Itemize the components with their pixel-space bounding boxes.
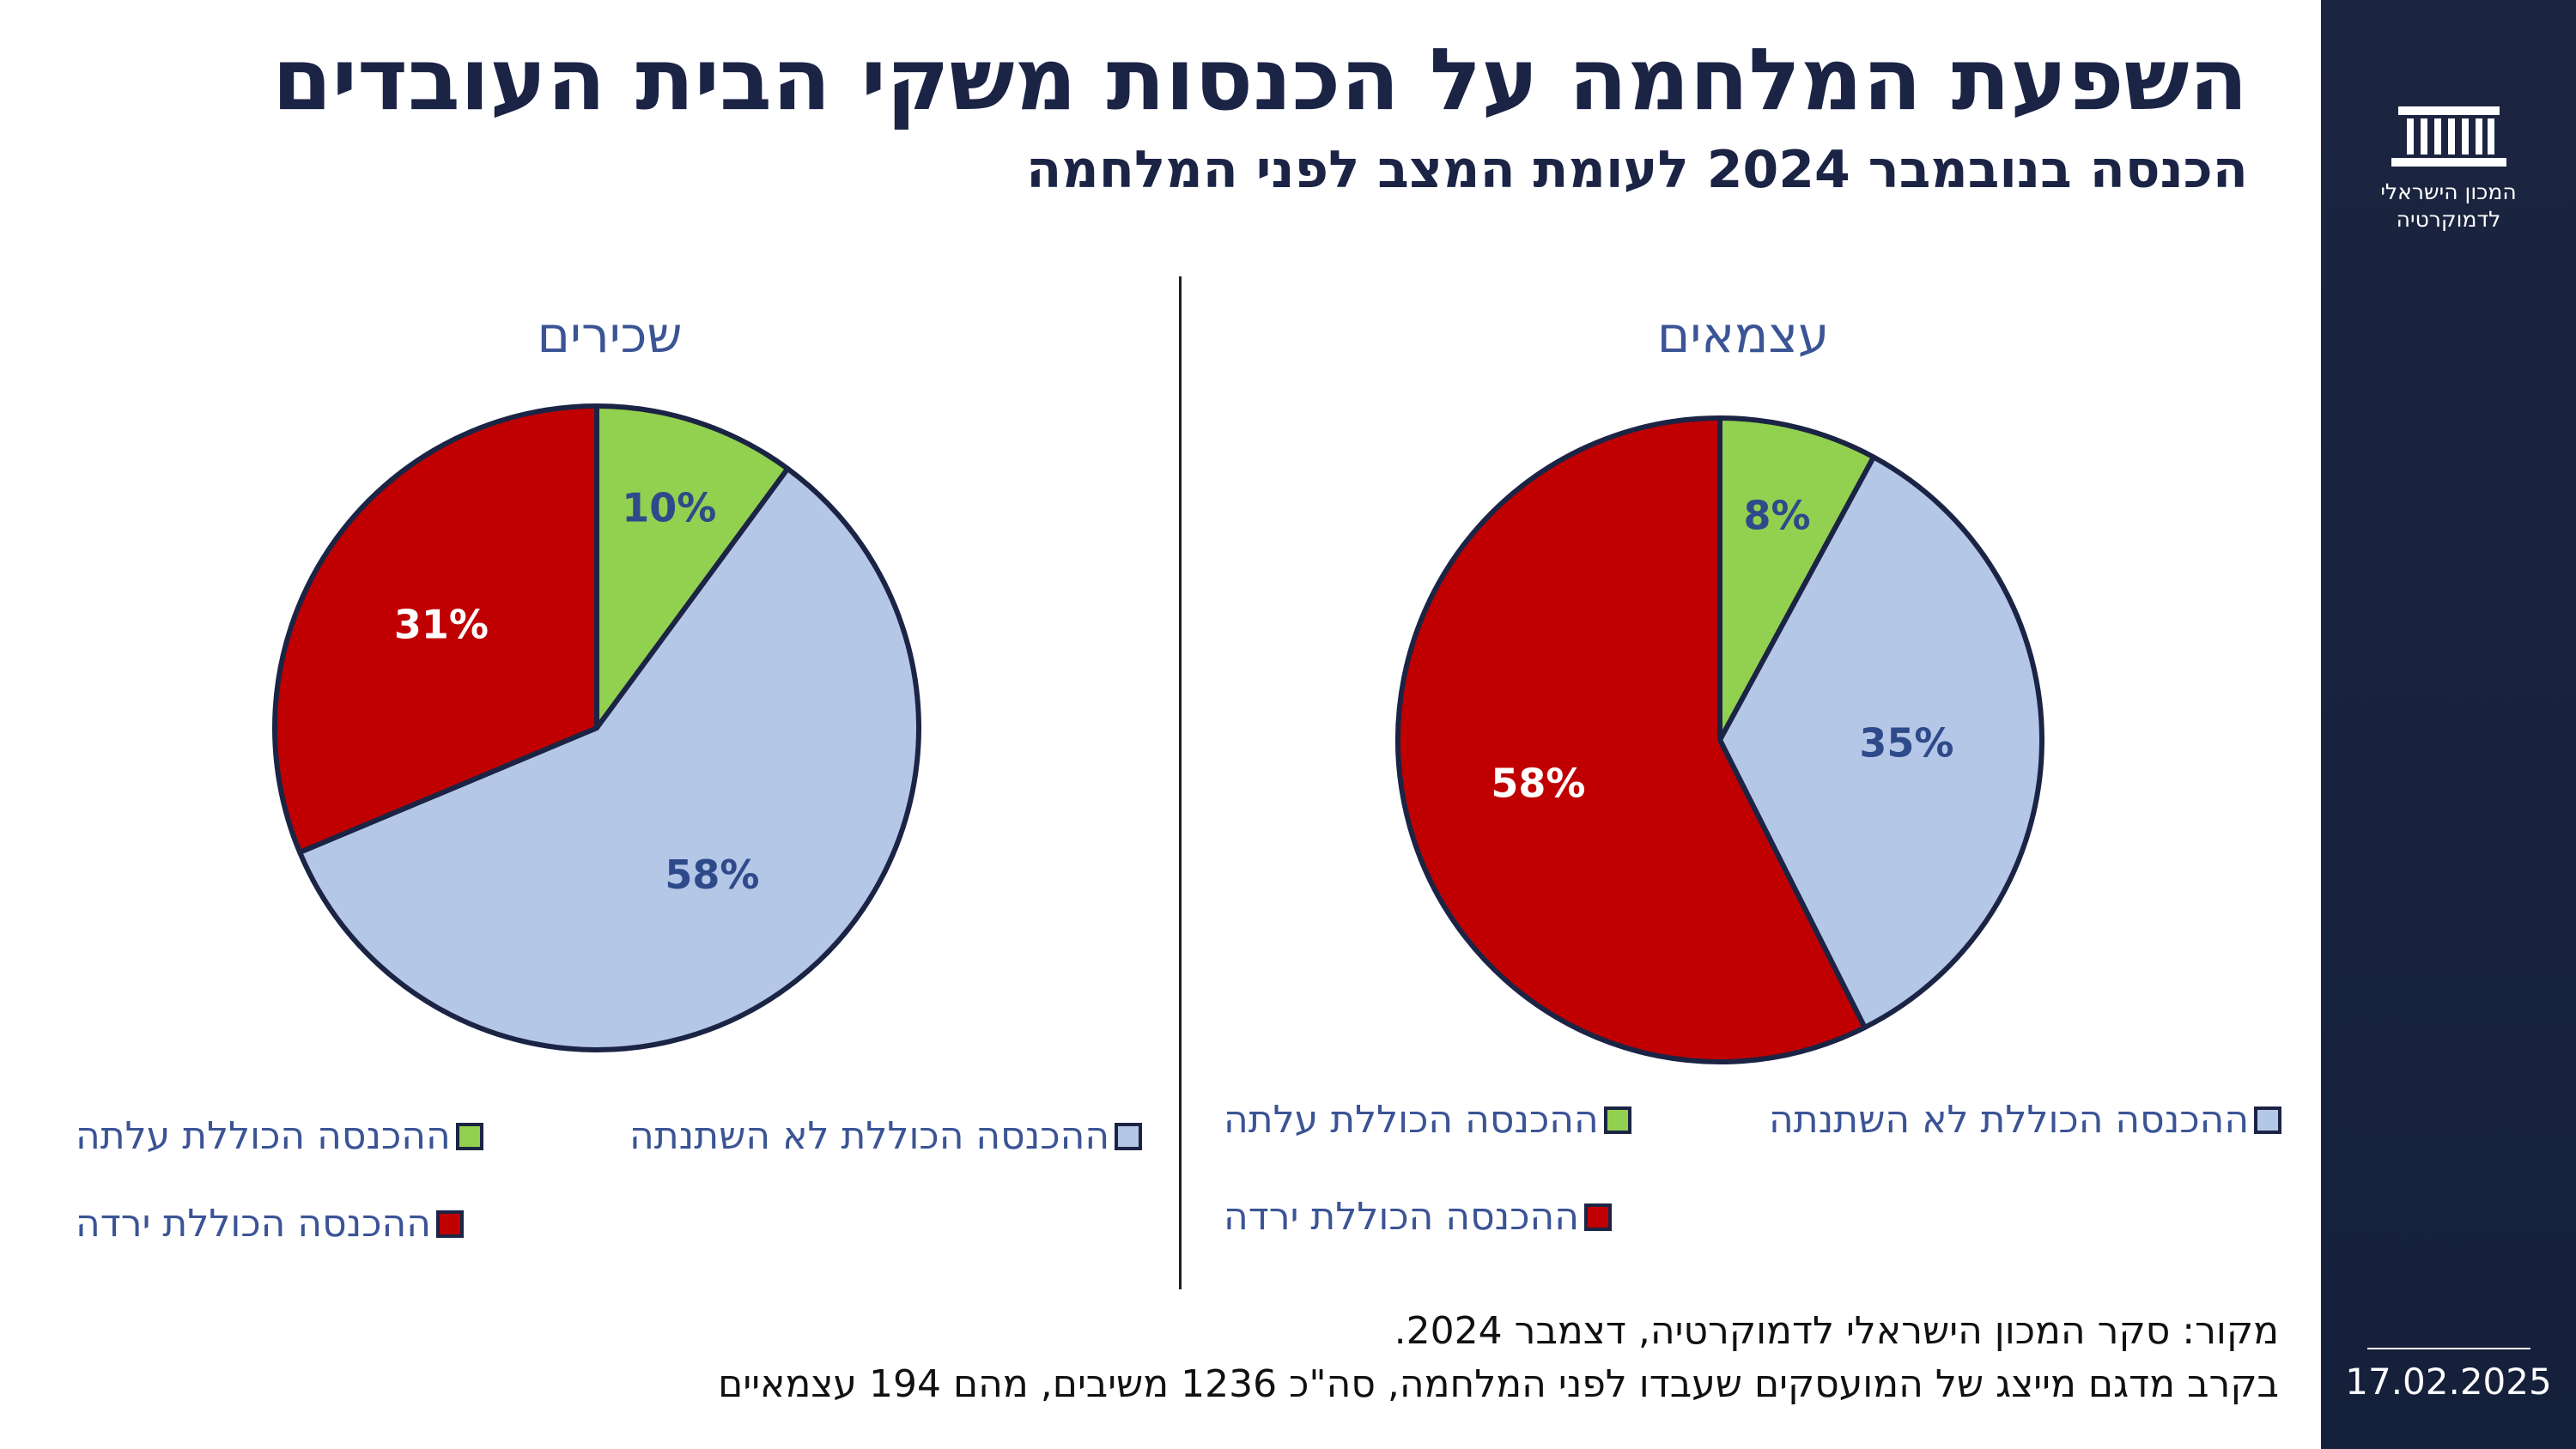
legend-swatch [436,1210,465,1238]
pie-label-unchanged: 58% [665,852,759,898]
institute-logo-icon [2391,106,2506,167]
source-line-1: מקור: סקר המכון הישראלי לדמוקרטיה, דצמבר… [1394,1309,2279,1353]
legend-swatch [1584,1203,1613,1231]
pie-slice-decreased [1395,415,1868,1064]
source-line-2: בקרב מדגם מייצג של המועסקים שעבדו לפני ה… [718,1362,2279,1406]
chart-title-self-employed: עצמאים [1656,306,1830,364]
sidebar: המכון הישראלי לדמוקרטיה 17.02.2025 [2321,0,2576,1449]
logo-line-1: המכון הישראלי [2380,179,2517,204]
institute-logo-text: המכון הישראלי לדמוקרטיה [2321,179,2576,233]
chart-title-employees: שכירים [537,306,683,364]
pie-label-increased: 10% [622,484,716,530]
legend-swatch [2254,1106,2282,1134]
pie-label-decreased: 31% [394,602,489,648]
legend-swatch [1603,1106,1631,1134]
presentation-date: 17.02.2025 [2345,1361,2552,1403]
legend-self-employed-decreased: ההכנסה הכוללת ירדה [1224,1193,1613,1241]
source-note: מקור: סקר המכון הישראלי לדמוקרטיה, דצמבר… [304,1305,2279,1411]
chart-divider [1179,276,1182,1289]
legend-label: ההכנסה הכוללת לא השתנתה [1769,1098,2250,1142]
pie-chart-employees: 10% 58% 31% [272,403,921,1052]
legend-label: ההכנסה הכוללת ירדה [1224,1195,1580,1239]
pie-slice-increased [1717,415,1877,743]
legend-label: ההכנסה הכוללת עלתה [76,1114,451,1158]
legend-swatch [455,1123,483,1150]
logo-line-2: לדמוקרטיה [2396,207,2501,232]
legend-label: ההכנסה הכוללת עלתה [1224,1098,1599,1142]
pie-slice-increased [594,403,791,731]
legend-label: ההכנסה הכוללת לא השתנתה [629,1114,1110,1158]
legend-employees-decreased: ההכנסה הכוללת ירדה [76,1200,465,1248]
pie-label-unchanged: 35% [1859,719,1953,766]
legend-swatch [1115,1123,1143,1150]
legend-label: ההכנסה הכוללת ירדה [76,1202,432,1246]
pie-slice-unchanged [297,466,921,1052]
page-subtitle: הכנסה בנובמבר 2024 לעומת המצב לפני המלחמ… [1026,140,2248,200]
legend-self-employed-increased: ההכנסה הכוללת עלתה [1224,1096,1631,1144]
pie-label-increased: 8% [1743,492,1810,538]
pie-chart-self-employed: 8% 35% 58% [1395,415,2044,1064]
date-divider [2367,1348,2530,1349]
legend-employees-increased: ההכנסה הכוללת עלתה [76,1113,483,1161]
legend-employees-unchanged: ההכנסה הכוללת לא השתנתה [629,1113,1143,1161]
page-title: השפעת המלחמה על הכנסות משקי הבית העובדים [272,29,2248,130]
pie-label-decreased: 58% [1491,760,1585,806]
pie-slice-decreased [272,403,599,855]
pie-slice-unchanged [1717,454,2044,1030]
legend-self-employed-unchanged: ההכנסה הכוללת לא השתנתה [1769,1096,2282,1144]
